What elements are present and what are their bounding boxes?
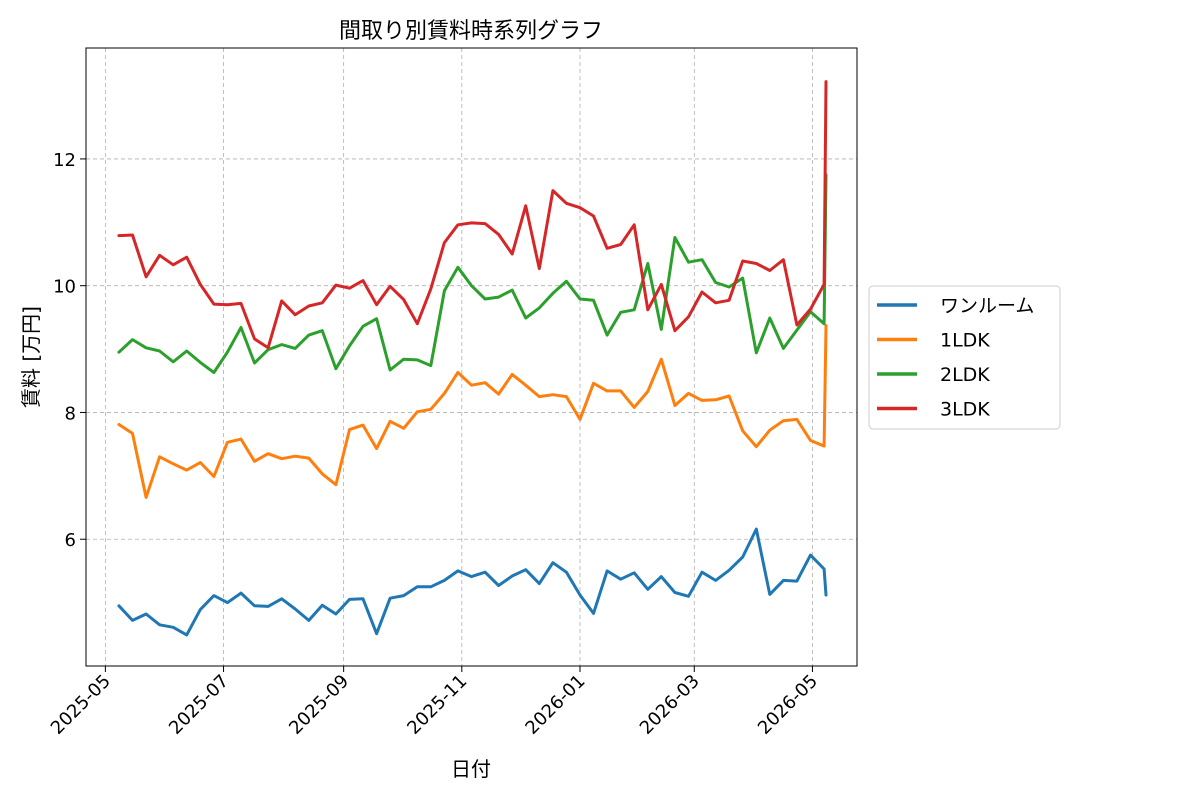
x-tick-label: 2025-05 [47, 671, 115, 739]
x-tick-label: 2026-01 [521, 671, 589, 739]
x-tick-label: 2025-07 [165, 671, 233, 739]
y-tick-label: 10 [53, 277, 76, 298]
x-axis-label: 日付 [451, 757, 491, 781]
legend-label: ワンルーム [940, 295, 1034, 317]
legend-label: 2LDK [940, 364, 990, 386]
axes: 6 8 10 12 2025-05 2025-07 2025-09 2025-11 2026-0… [47, 150, 822, 739]
series-line-0 [117, 527, 828, 637]
series-lines [117, 80, 828, 637]
legend-label: 1LDK [940, 330, 990, 352]
series-line-1 [117, 324, 828, 499]
legend-label: 3LDK [940, 399, 990, 421]
y-tick-label: 8 [65, 403, 76, 424]
series-line-2 [117, 173, 828, 374]
y-axis-label: 賃料 [万円] [19, 306, 43, 408]
series-line-3 [117, 80, 828, 350]
x-tick-label: 2025-09 [285, 671, 353, 739]
chart-title: 間取り別賃料時系列グラフ [339, 19, 603, 44]
legend-box [868, 285, 1061, 430]
x-tick-label: 2026-03 [636, 671, 704, 739]
x-tick-label: 2025-11 [403, 671, 471, 739]
plot-frame [85, 47, 858, 667]
grid-lines [86, 48, 857, 666]
x-tick-label: 2026-05 [754, 671, 822, 739]
y-tick-label: 6 [65, 530, 76, 551]
legend: ワンルーム 1LDK 2LDK 3LDK [868, 285, 1061, 430]
y-tick-label: 12 [53, 150, 76, 171]
